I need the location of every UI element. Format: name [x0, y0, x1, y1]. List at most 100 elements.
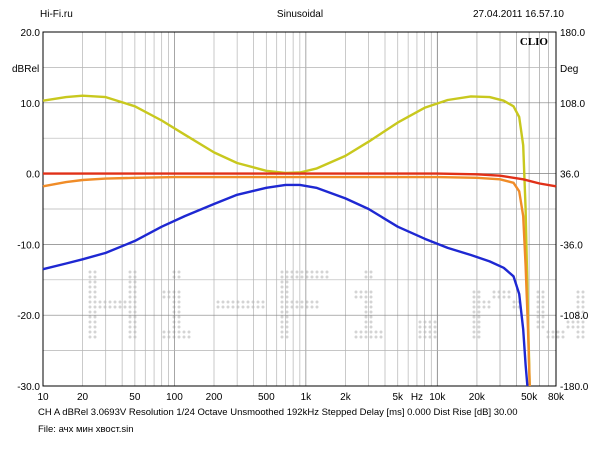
watermark-dot	[285, 320, 289, 324]
watermark-dot	[374, 335, 378, 339]
y-left-tick-label: 10.0	[21, 99, 41, 110]
watermark-dot	[123, 300, 127, 304]
watermark-dot	[541, 320, 545, 324]
watermark-dot	[571, 325, 575, 329]
watermark-dot	[561, 335, 565, 339]
watermark-dot	[231, 305, 235, 309]
watermark-dot	[93, 280, 97, 284]
watermark-dot	[369, 320, 373, 324]
watermark-dot	[507, 290, 511, 294]
watermark-dot	[581, 300, 585, 304]
watermark-dot	[118, 300, 122, 304]
watermark-dot	[280, 280, 284, 284]
watermark-dot	[246, 300, 250, 304]
watermark-dot	[364, 310, 368, 314]
x-tick-label: 20	[77, 392, 89, 403]
watermark-dot	[433, 335, 437, 339]
watermark-dot	[93, 270, 97, 274]
watermark-dot	[108, 300, 112, 304]
watermark-dot	[216, 305, 220, 309]
watermark-dot	[280, 325, 284, 329]
header-title: Sinusoidal	[276, 9, 324, 20]
series-line-4	[42, 183, 529, 387]
watermark-dot	[177, 275, 181, 279]
watermark-dot	[177, 300, 181, 304]
watermark-dot	[88, 325, 92, 329]
watermark-dot	[472, 295, 476, 299]
watermark-dot	[536, 315, 540, 319]
watermark-dot	[172, 275, 176, 279]
watermark-dot	[280, 290, 284, 294]
watermark-dot	[162, 290, 166, 294]
watermark-dot	[305, 270, 309, 274]
watermark-dot	[177, 330, 181, 334]
watermark-dot	[285, 285, 289, 289]
watermark-dot	[300, 300, 304, 304]
watermark-dot	[369, 325, 373, 329]
watermark-dot	[280, 305, 284, 309]
watermark-dot	[128, 315, 132, 319]
watermark-dot	[472, 335, 476, 339]
watermark-dot	[128, 310, 132, 314]
y-right-tick-label: -108.0	[560, 311, 589, 322]
clio-logo: CLIO	[520, 36, 549, 48]
watermark-dot	[241, 300, 245, 304]
watermark-dot	[177, 305, 181, 309]
watermark-dot	[172, 335, 176, 339]
x-tick-label: 1k	[301, 392, 313, 403]
watermark-dot	[477, 290, 481, 294]
watermark-dot	[571, 320, 575, 324]
x-tick-label: 5k	[392, 392, 404, 403]
watermark-dot	[295, 270, 299, 274]
watermark-dot	[128, 300, 132, 304]
watermark-dot	[541, 290, 545, 294]
watermark-dot	[300, 270, 304, 274]
watermark-dot	[162, 295, 166, 299]
watermark-dot	[280, 275, 284, 279]
watermark-dot	[374, 330, 378, 334]
watermark-dot	[536, 310, 540, 314]
watermark-dot	[108, 305, 112, 309]
watermark-dot	[576, 315, 580, 319]
watermark-dot	[472, 290, 476, 294]
watermark-dot	[482, 300, 486, 304]
watermark-dot	[128, 285, 132, 289]
watermark-dot	[546, 335, 550, 339]
watermark-dot	[88, 335, 92, 339]
watermark-dot	[261, 305, 265, 309]
measurement-info: CH A dBRel 3.0693V Resolution 1/24 Octav…	[38, 407, 518, 418]
watermark-dot	[354, 290, 358, 294]
watermark-dot	[128, 275, 132, 279]
watermark-dot	[428, 330, 432, 334]
watermark-dot	[280, 335, 284, 339]
y-left-tick-label: -30.0	[17, 382, 40, 393]
watermark-dot	[128, 330, 132, 334]
y-right-axis-label: Deg	[560, 64, 578, 75]
watermark-dot	[290, 305, 294, 309]
watermark-dot	[93, 325, 97, 329]
watermark-dot	[251, 305, 255, 309]
watermark-dot	[477, 305, 481, 309]
watermark-dot	[167, 335, 171, 339]
watermark-dot	[364, 330, 368, 334]
watermark-dot	[364, 270, 368, 274]
watermark-dot	[581, 315, 585, 319]
watermark-dot	[359, 295, 363, 299]
x-tick-label: 20k	[469, 392, 486, 403]
watermark-dot	[472, 315, 476, 319]
watermark-dot	[433, 330, 437, 334]
watermark-dot	[566, 320, 570, 324]
watermark-dot	[310, 270, 314, 274]
watermark-dot	[581, 290, 585, 294]
watermark-dot	[305, 300, 309, 304]
watermark-dot	[423, 330, 427, 334]
watermark-dot	[128, 280, 132, 284]
watermark-dot	[285, 315, 289, 319]
watermark-dot	[246, 305, 250, 309]
watermark-dot	[167, 330, 171, 334]
watermark-dot	[581, 330, 585, 334]
watermark-dot	[285, 280, 289, 284]
watermark-dot	[88, 280, 92, 284]
watermark-dot	[118, 305, 122, 309]
watermark-dot	[177, 315, 181, 319]
